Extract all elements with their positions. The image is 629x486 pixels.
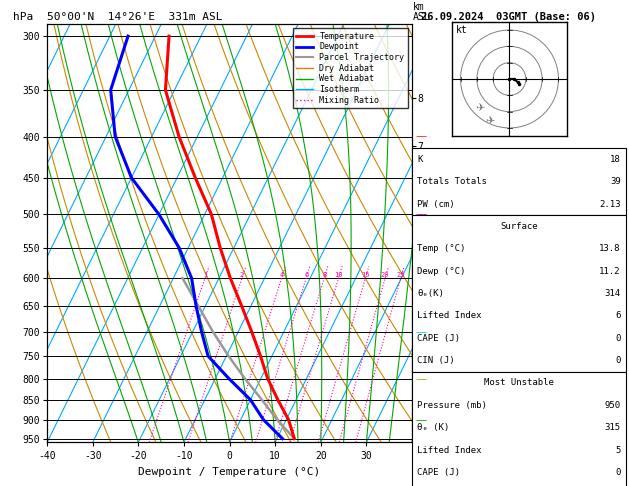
Text: LCL: LCL: [416, 434, 431, 443]
Text: 10: 10: [334, 272, 343, 278]
Text: hPa: hPa: [13, 12, 33, 22]
Text: 315: 315: [604, 423, 621, 432]
Text: 2: 2: [240, 272, 244, 278]
Text: Lifted Index: Lifted Index: [417, 312, 482, 320]
Text: ✈: ✈: [485, 116, 494, 126]
Text: Dewp (°C): Dewp (°C): [417, 267, 465, 276]
Text: 950: 950: [604, 401, 621, 410]
Text: Temp (°C): Temp (°C): [417, 244, 465, 253]
Text: 13.8: 13.8: [599, 244, 621, 253]
Text: Most Unstable: Most Unstable: [484, 379, 554, 387]
Text: kt: kt: [456, 25, 467, 35]
Text: 0: 0: [615, 356, 621, 365]
Text: —: —: [415, 374, 426, 383]
Text: Lifted Index: Lifted Index: [417, 446, 482, 454]
Text: CIN (J): CIN (J): [417, 356, 455, 365]
Text: 26.09.2024  03GMT (Base: 06): 26.09.2024 03GMT (Base: 06): [421, 12, 596, 22]
Text: 5: 5: [615, 446, 621, 454]
Text: 50°00'N  14°26'E  331m ASL: 50°00'N 14°26'E 331m ASL: [47, 12, 223, 22]
Text: CAPE (J): CAPE (J): [417, 334, 460, 343]
Text: θₑ (K): θₑ (K): [417, 423, 449, 432]
Text: Totals Totals: Totals Totals: [417, 177, 487, 186]
Text: —: —: [415, 327, 426, 337]
Text: 20: 20: [381, 272, 389, 278]
Text: Pressure (mb): Pressure (mb): [417, 401, 487, 410]
Text: θₑ(K): θₑ(K): [417, 289, 444, 298]
Text: 6: 6: [304, 272, 308, 278]
Text: 8: 8: [322, 272, 326, 278]
Text: 1: 1: [203, 272, 207, 278]
Text: 2.13: 2.13: [599, 200, 621, 208]
Text: km
ASL: km ASL: [413, 2, 431, 22]
Text: 0: 0: [615, 334, 621, 343]
Y-axis label: Mixing Ratio (g/kg): Mixing Ratio (g/kg): [430, 177, 440, 289]
Text: CAPE (J): CAPE (J): [417, 468, 460, 477]
Text: 6: 6: [615, 312, 621, 320]
Text: PW (cm): PW (cm): [417, 200, 455, 208]
Text: 18: 18: [610, 155, 621, 164]
Text: ✈: ✈: [476, 104, 485, 113]
Text: 39: 39: [610, 177, 621, 186]
Legend: Temperature, Dewpoint, Parcel Trajectory, Dry Adiabat, Wet Adiabat, Isotherm, Mi: Temperature, Dewpoint, Parcel Trajectory…: [293, 29, 408, 108]
Text: Surface: Surface: [500, 222, 538, 231]
Text: 0: 0: [615, 468, 621, 477]
Text: 314: 314: [604, 289, 621, 298]
X-axis label: Dewpoint / Temperature (°C): Dewpoint / Temperature (°C): [138, 467, 321, 477]
Text: 11.2: 11.2: [599, 267, 621, 276]
Text: —: —: [415, 209, 426, 220]
Text: —: —: [415, 415, 426, 425]
Text: 25: 25: [396, 272, 405, 278]
Text: 15: 15: [361, 272, 370, 278]
Text: —: —: [415, 132, 426, 141]
Text: K: K: [417, 155, 423, 164]
Text: 4: 4: [279, 272, 284, 278]
